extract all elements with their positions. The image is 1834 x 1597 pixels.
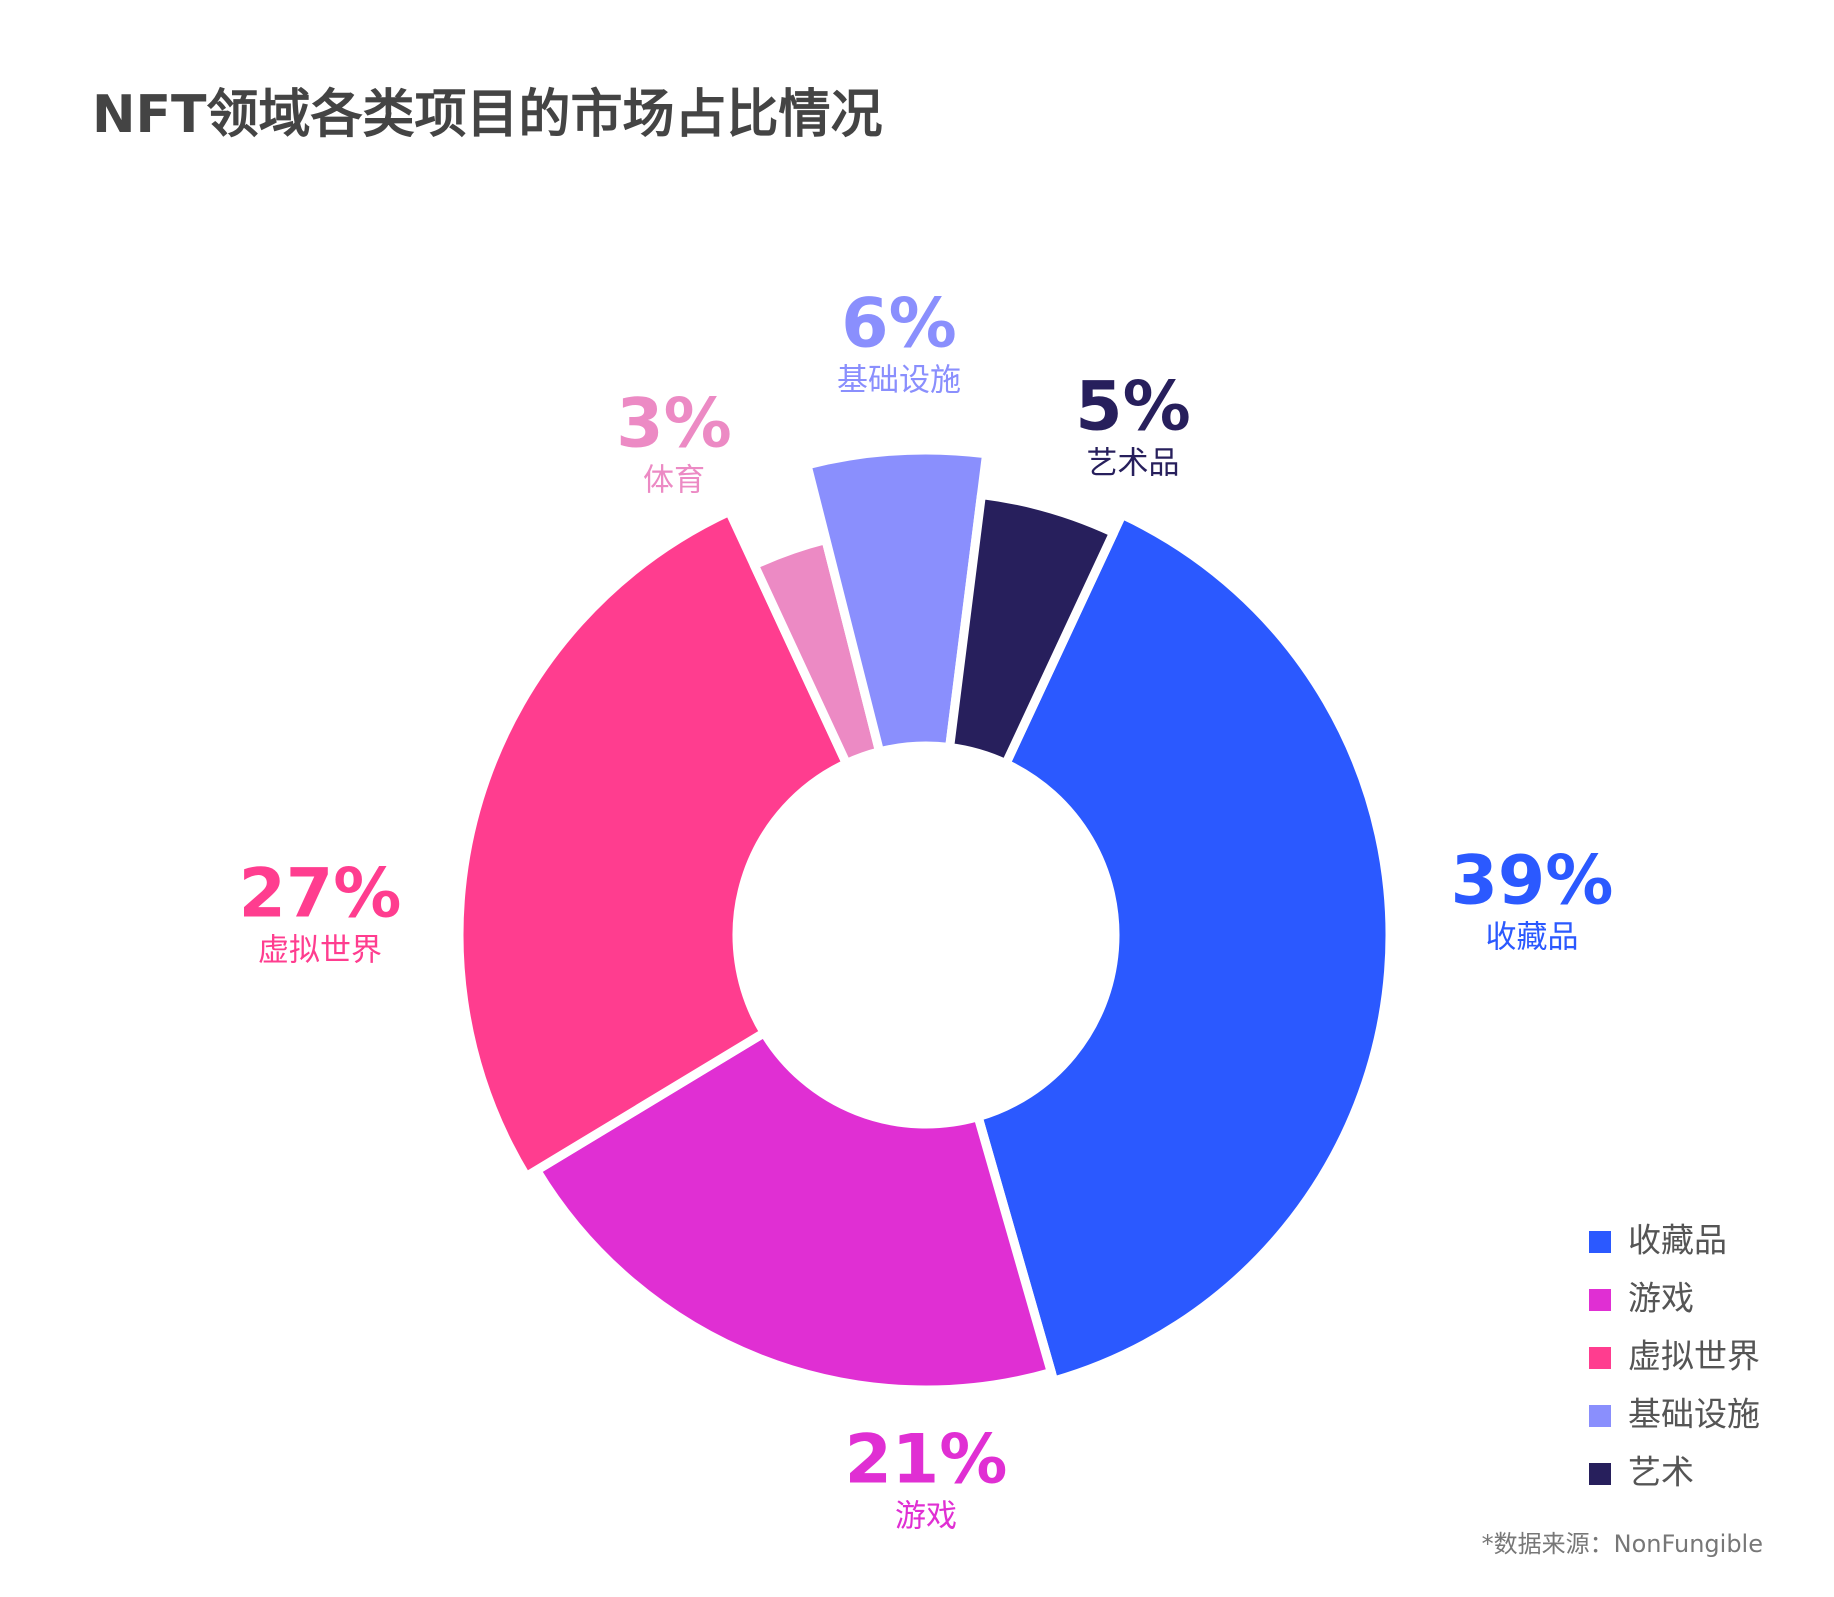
slice-label: 虚拟世界	[258, 933, 382, 969]
legend-swatch	[1589, 1231, 1611, 1253]
legend-label: 艺术	[1628, 1453, 1694, 1492]
slice-label: 艺术品	[1087, 446, 1180, 482]
value-label: 5%	[1075, 368, 1190, 447]
slice-label: 游戏	[895, 1499, 957, 1535]
value-label: 3%	[616, 385, 731, 464]
donut-slice	[802, 445, 992, 757]
legend-label: 游戏	[1628, 1279, 1694, 1318]
value-label: 39%	[1451, 842, 1614, 921]
legend-label: 虚拟世界	[1628, 1337, 1760, 1376]
donut-slice	[973, 509, 1395, 1386]
legend-swatch	[1589, 1405, 1611, 1427]
value-label: 21%	[845, 1421, 1008, 1500]
slice-label: 基础设施	[837, 363, 961, 399]
source-note: *数据来源：NonFungible	[1482, 1530, 1763, 1558]
donut-slice	[532, 1028, 1056, 1395]
slice-label: 体育	[643, 463, 705, 499]
legend-swatch	[1589, 1347, 1611, 1369]
donut-slice	[454, 506, 851, 1181]
legend-swatch	[1589, 1289, 1611, 1311]
donut-slice	[945, 489, 1119, 769]
legend-label: 基础设施	[1628, 1395, 1760, 1434]
legend-label: 收藏品	[1628, 1221, 1727, 1260]
value-label: 27%	[239, 855, 402, 934]
legend-swatch	[1589, 1463, 1611, 1485]
value-label: 6%	[841, 285, 956, 364]
slice-label: 收藏品	[1486, 920, 1579, 956]
chart-title: NFT领域各类项目的市场占比情况	[92, 85, 883, 145]
